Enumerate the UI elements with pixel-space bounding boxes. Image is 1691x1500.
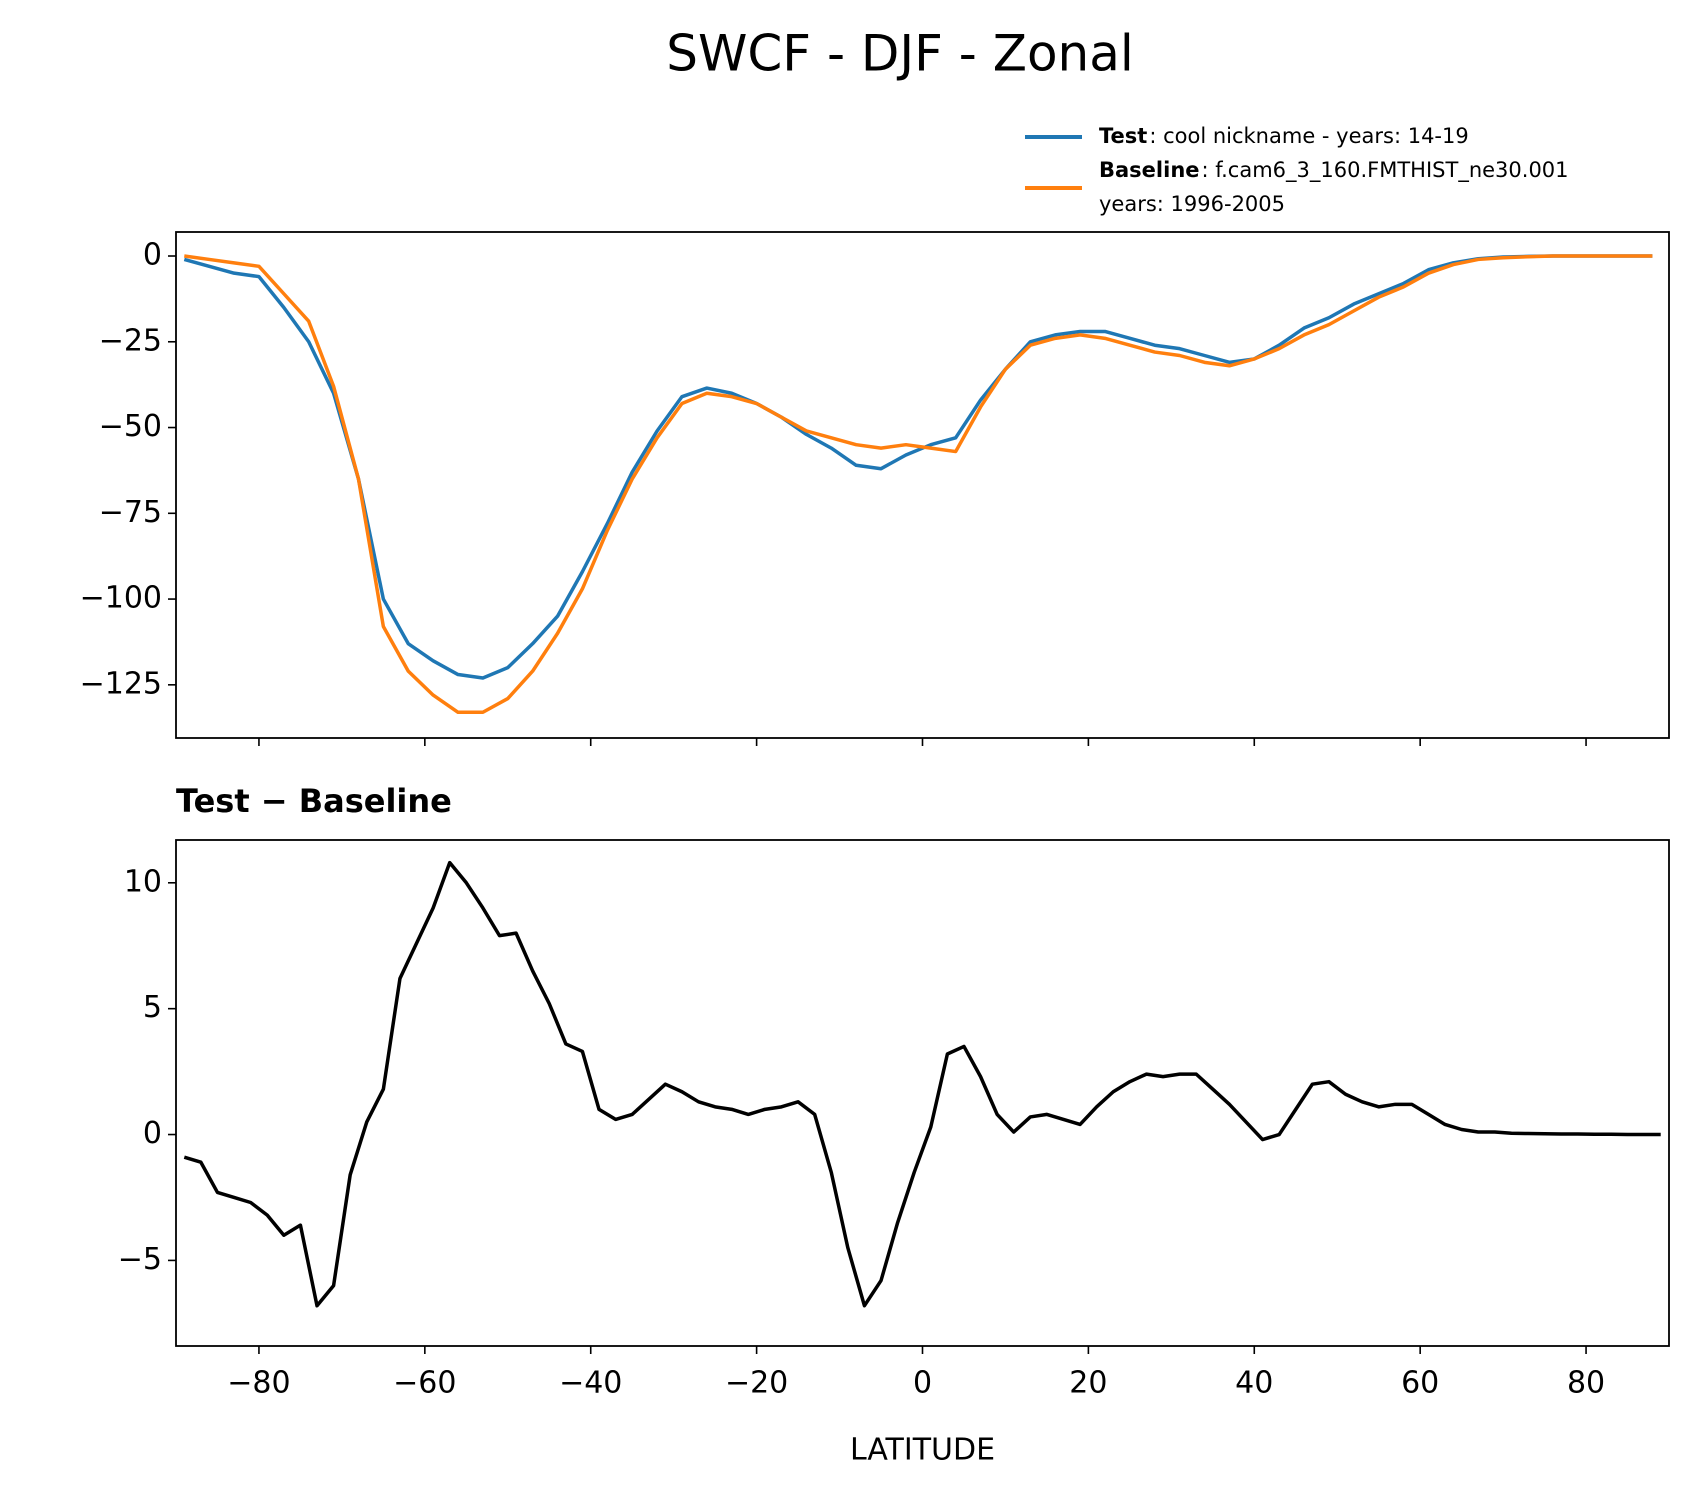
x-tick-label: −40 <box>559 1366 622 1401</box>
line-series <box>183 860 1661 1308</box>
line-series <box>183 254 1653 680</box>
y-tick-label: −50 <box>99 409 162 444</box>
y-tick-label: 5 <box>143 990 162 1025</box>
line-series <box>184 254 1653 715</box>
y-tick-label: −100 <box>80 581 162 616</box>
x-tick-label: −20 <box>725 1366 788 1401</box>
axes-frame <box>175 231 1670 739</box>
figure-title: SWCF - DJF - Zonal <box>666 25 1134 83</box>
y-tick-label: −5 <box>118 1242 162 1277</box>
x-tick-label: 40 <box>1235 1366 1273 1401</box>
axes-frame <box>175 839 1670 1347</box>
x-tick-label: 20 <box>1069 1366 1107 1401</box>
plot-area <box>183 860 1661 1308</box>
legend-text: : cool nickname - years: 14-19 <box>1149 124 1468 148</box>
x-axis-label: LATITUDE <box>850 1433 995 1468</box>
legend-name: Baseline <box>1099 158 1200 182</box>
y-tick-label: 0 <box>143 1116 162 1151</box>
y-tick-label: 10 <box>124 864 162 899</box>
plot-area <box>183 254 1653 715</box>
x-tick-label: 60 <box>1401 1366 1439 1401</box>
axes-title: Test − Baseline <box>176 782 452 820</box>
legend-text: : f.cam6_3_160.FMTHIST_ne30.001 <box>1202 158 1569 183</box>
y-tick-label: −25 <box>99 323 162 358</box>
x-tick-label: −60 <box>393 1366 456 1401</box>
y-tick-label: −75 <box>99 495 162 530</box>
legend-name: Test <box>1099 124 1147 148</box>
y-tick-label: 0 <box>143 238 162 273</box>
legend-text: years: 1996-2005 <box>1099 192 1285 216</box>
x-tick-label: 80 <box>1567 1366 1605 1401</box>
y-tick-label: −125 <box>80 666 162 701</box>
x-tick-label: −80 <box>227 1366 290 1401</box>
x-tick-label: 0 <box>913 1366 932 1401</box>
